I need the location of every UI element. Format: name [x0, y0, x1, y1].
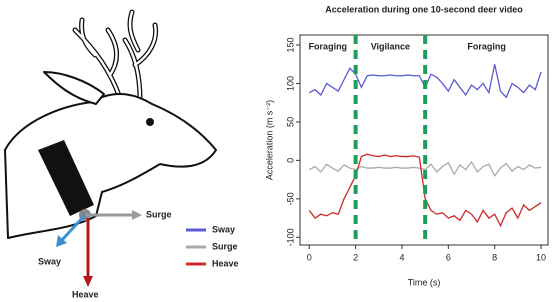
surge-arrowhead	[132, 210, 142, 220]
axis-label: Sway	[38, 256, 61, 266]
y-tick-label: 100	[285, 76, 295, 91]
heave-arrowhead	[83, 276, 93, 287]
chart-title: Acceleration during one 10-second deer v…	[325, 4, 523, 14]
deer-ear	[44, 72, 104, 104]
deer-eye	[146, 118, 154, 126]
axis-label: Heave	[72, 289, 99, 299]
x-tick-label: 10	[536, 252, 546, 262]
axis-label: Surge	[146, 209, 172, 219]
legend-label: Surge	[212, 241, 238, 251]
x-tick-label: 6	[446, 252, 451, 262]
phase-label: Vigilance	[371, 41, 410, 51]
x-tick-label: 0	[307, 252, 312, 262]
x-tick-label: 2	[353, 252, 358, 262]
legend-label: Heave	[212, 258, 239, 268]
phase-label: Foraging	[467, 41, 506, 51]
figure: Surge Sway Heave Acceleration during one…	[0, 0, 553, 302]
y-tick-label: 50	[285, 117, 295, 127]
y-tick-label: -50	[285, 192, 295, 205]
y-axis-label: Acceleration (m s⁻²)	[264, 100, 274, 180]
deer-drawing: Surge Sway Heave	[5, 12, 216, 299]
legend-label: Sway	[212, 224, 235, 234]
y-tick-label: 150	[285, 37, 295, 52]
x-tick-label: 8	[492, 252, 497, 262]
x-axis-label: Time (s)	[408, 277, 441, 287]
y-tick-label: 0	[285, 158, 295, 163]
phase-label: Foraging	[309, 41, 348, 51]
y-tick-label: -100	[285, 228, 295, 246]
x-tick-label: 4	[399, 252, 404, 262]
